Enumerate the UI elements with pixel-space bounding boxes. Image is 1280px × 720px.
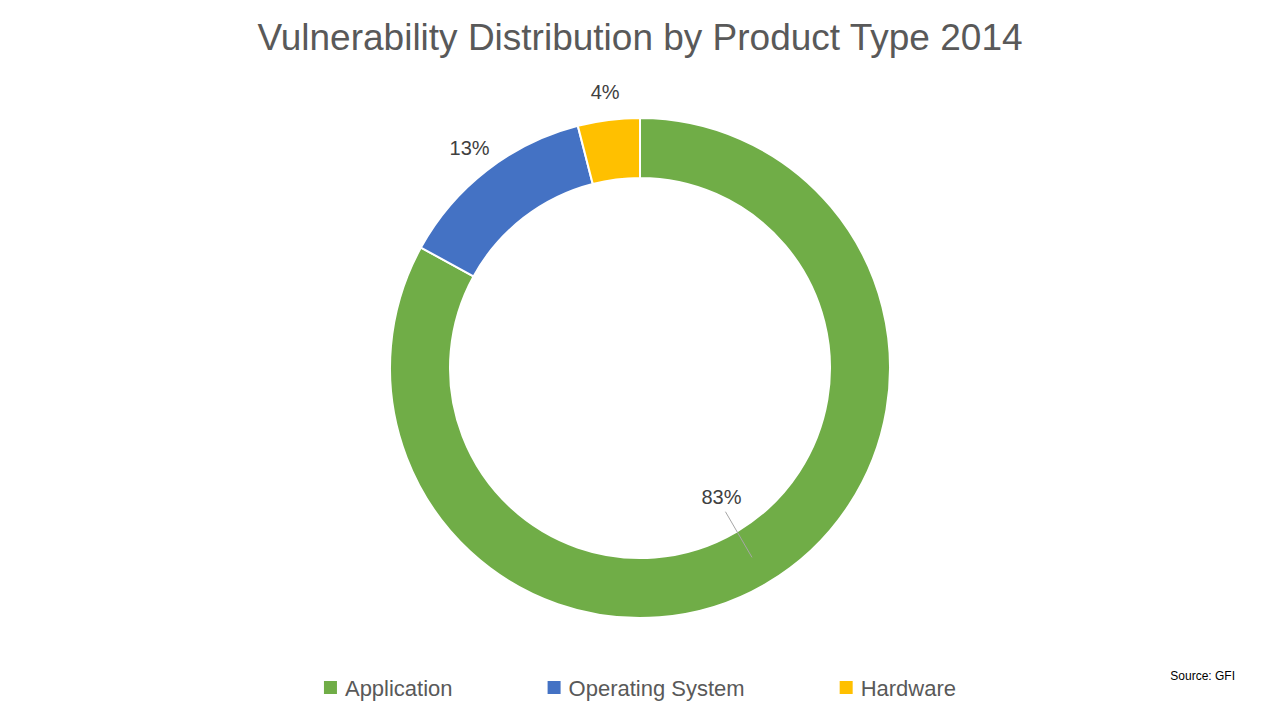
slices xyxy=(390,118,890,618)
legend-swatch xyxy=(548,681,561,694)
legend-label: Application xyxy=(345,676,453,701)
data-label: 13% xyxy=(450,137,490,159)
legend-label: Hardware xyxy=(861,676,956,701)
data-label: 83% xyxy=(701,486,741,508)
slice xyxy=(421,126,593,277)
source: Source: GFI xyxy=(1170,669,1235,683)
data-label: 4% xyxy=(591,81,620,103)
legend-swatch xyxy=(324,681,337,694)
slice xyxy=(390,118,890,618)
legend-label: Operating System xyxy=(569,676,745,701)
title: Vulnerability Distribution by Product Ty… xyxy=(257,17,1022,58)
data-labels: 83% 13% 4% xyxy=(450,81,752,557)
legend-swatch xyxy=(840,681,853,694)
slice xyxy=(578,118,640,184)
legend: Application Operating System Hardware xyxy=(324,676,956,701)
leader-line xyxy=(725,512,752,558)
chart: Vulnerability Distribution by Product Ty… xyxy=(0,0,1280,720)
